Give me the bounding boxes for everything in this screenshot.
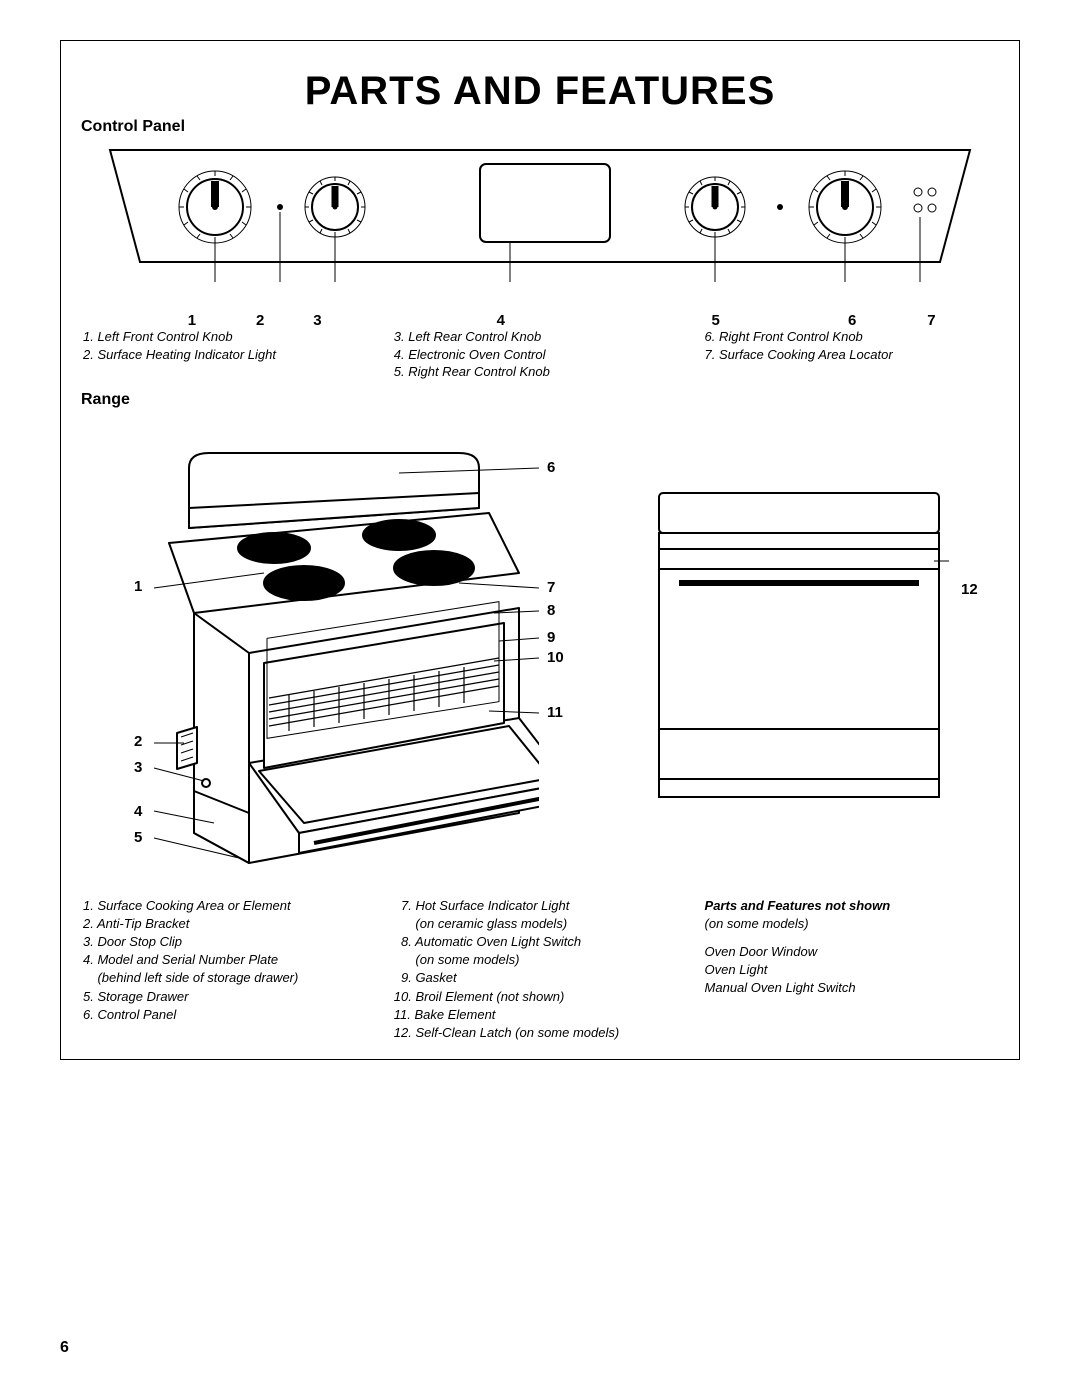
- range-heading: Range: [81, 391, 1001, 409]
- cp-legend-3: 3. Left Rear Control Knob: [394, 328, 686, 346]
- page: PARTS AND FEATURES Control Panel: [0, 0, 1080, 1397]
- range-legend-title-3: Parts and Features not shown: [705, 897, 997, 915]
- range-legend-col3: Parts and Features not shown (on some mo…: [705, 897, 997, 1043]
- range-callout-5: 5: [134, 829, 142, 846]
- range-legend-body-3: Oven Door Window Oven Light Manual Oven …: [705, 943, 997, 998]
- page-title: PARTS AND FEATURES: [79, 69, 1001, 114]
- cp-legend-7: 7. Surface Cooking Area Locator: [705, 346, 997, 364]
- range-callout-10: 10: [547, 649, 564, 666]
- cp-legend-2: 2. Surface Heating Indicator Light: [83, 346, 375, 364]
- cp-callout-7: 7: [927, 312, 935, 329]
- cp-callout-6: 6: [848, 312, 856, 329]
- cp-legend-6: 6. Right Front Control Knob: [705, 328, 997, 346]
- range-callout-7: 7: [547, 579, 555, 596]
- cp-legend-col3: 6. Right Front Control Knob 7. Surface C…: [705, 328, 997, 381]
- range-callout-2: 2: [134, 733, 142, 750]
- range-legend-sub-3: (on some models): [705, 915, 997, 933]
- range-callout-6: 6: [547, 459, 555, 476]
- range-callout-8: 8: [547, 602, 555, 619]
- range-legend-text-2: 7. Hot Surface Indicator Light (on ceram…: [394, 898, 619, 1040]
- control-panel-diagram: 1 2 3 4 5 6 7: [79, 142, 1001, 322]
- range-callout-9: 9: [547, 629, 555, 646]
- control-panel-heading: Control Panel: [81, 118, 1001, 136]
- cp-legend-col2: 3. Left Rear Control Knob 4. Electronic …: [394, 328, 686, 381]
- range-callout-4: 4: [134, 803, 142, 820]
- control-panel-callouts: 1 2 3 4 5 6 7: [79, 312, 1001, 330]
- range-legend-text-1: 1. Surface Cooking Area or Element 2. An…: [83, 898, 298, 1022]
- page-number: 6: [60, 1339, 69, 1357]
- range-legend-col2: 7. Hot Surface Indicator Light (on ceram…: [394, 897, 686, 1043]
- range-legend: 1. Surface Cooking Area or Element 2. An…: [79, 897, 1001, 1043]
- cp-legend-5: 5. Right Rear Control Knob: [394, 363, 686, 381]
- range-diagram: 1 2 3 4 5 6 7 8 9 10 11 12: [79, 413, 1001, 883]
- range-callout-12: 12: [961, 581, 978, 598]
- range-callout-3: 3: [134, 759, 142, 776]
- cp-callout-2: 2: [256, 312, 264, 329]
- cp-legend-4: 4. Electronic Oven Control: [394, 346, 686, 364]
- range-callout-1: 1: [134, 578, 142, 595]
- cp-legend-1: 1. Left Front Control Knob: [83, 328, 375, 346]
- cp-callout-5: 5: [711, 312, 719, 329]
- control-panel-legend: 1. Left Front Control Knob 2. Surface He…: [79, 328, 1001, 381]
- range-legend-col1: 1. Surface Cooking Area or Element 2. An…: [83, 897, 375, 1043]
- cp-callout-1: 1: [188, 312, 196, 329]
- cp-callout-3: 3: [313, 312, 321, 329]
- cp-callout-4: 4: [497, 312, 505, 329]
- cp-legend-col1: 1. Left Front Control Knob 2. Surface He…: [83, 328, 375, 381]
- content-frame: PARTS AND FEATURES Control Panel: [60, 40, 1020, 1060]
- range-callout-11: 11: [547, 704, 563, 721]
